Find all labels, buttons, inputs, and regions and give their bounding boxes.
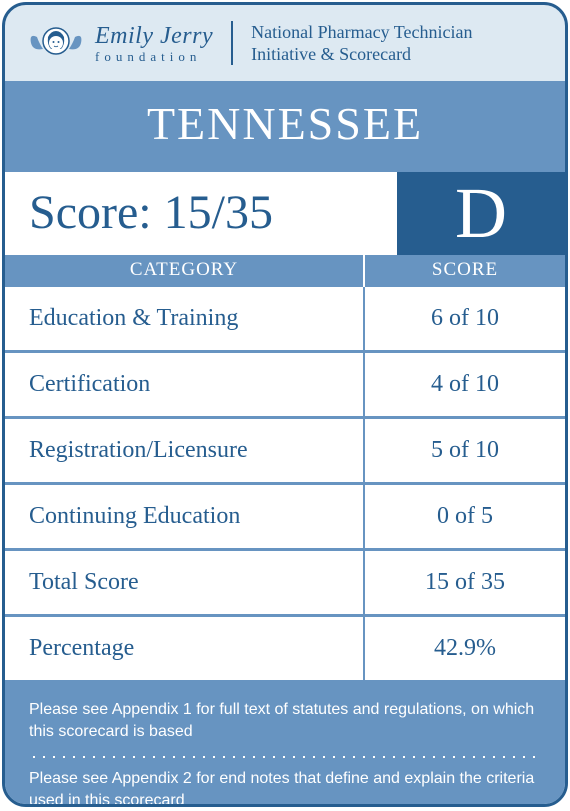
table-row: Registration/Licensure 5 of 10 [5,419,565,485]
table-row: Percentage 42.9% [5,617,565,683]
initiative-line1: National Pharmacy Technician [251,21,472,44]
logo-line2: foundation [95,50,213,63]
score-row: Score: 15/35 D [5,168,565,255]
footer-note-1: Please see Appendix 1 for full text of s… [29,699,541,742]
score-label: Score: 15/35 [5,172,397,255]
state-name: TENNESSEE [5,81,565,168]
header: Emily Jerry foundation National Pharmacy… [5,5,565,81]
row-score: 0 of 5 [365,485,565,548]
header-score: SCORE [365,255,565,287]
row-category: Percentage [5,617,365,680]
row-category: Total Score [5,551,365,614]
initiative-title: National Pharmacy Technician Initiative … [251,21,472,66]
logo-text: Emily Jerry foundation [95,24,213,63]
row-score: 5 of 10 [365,419,565,482]
table-row: Total Score 15 of 35 [5,551,565,617]
table-row: Continuing Education 0 of 5 [5,485,565,551]
table-header: CATEGORY SCORE [5,255,565,287]
logo-line1: Emily Jerry [95,24,213,48]
row-category: Education & Training [5,287,365,350]
header-divider [231,21,233,65]
row-category: Registration/Licensure [5,419,365,482]
row-category: Continuing Education [5,485,365,548]
scorecard: Emily Jerry foundation National Pharmacy… [2,2,568,807]
row-score: 6 of 10 [365,287,565,350]
footer-note-2: Please see Appendix 2 for end notes that… [29,768,541,807]
row-category: Certification [5,353,365,416]
table-body: Education & Training 6 of 10 Certificati… [5,287,565,683]
initiative-line2: Initiative & Scorecard [251,43,472,66]
table-row: Certification 4 of 10 [5,353,565,419]
footer: Please see Appendix 1 for full text of s… [5,683,565,807]
footer-dots [29,756,541,758]
header-category: CATEGORY [5,255,365,287]
table-row: Education & Training 6 of 10 [5,287,565,353]
row-score: 42.9% [365,617,565,680]
logo: Emily Jerry foundation [27,19,213,67]
angel-icon [27,19,85,67]
row-score: 4 of 10 [365,353,565,416]
grade: D [397,172,565,255]
row-score: 15 of 35 [365,551,565,614]
